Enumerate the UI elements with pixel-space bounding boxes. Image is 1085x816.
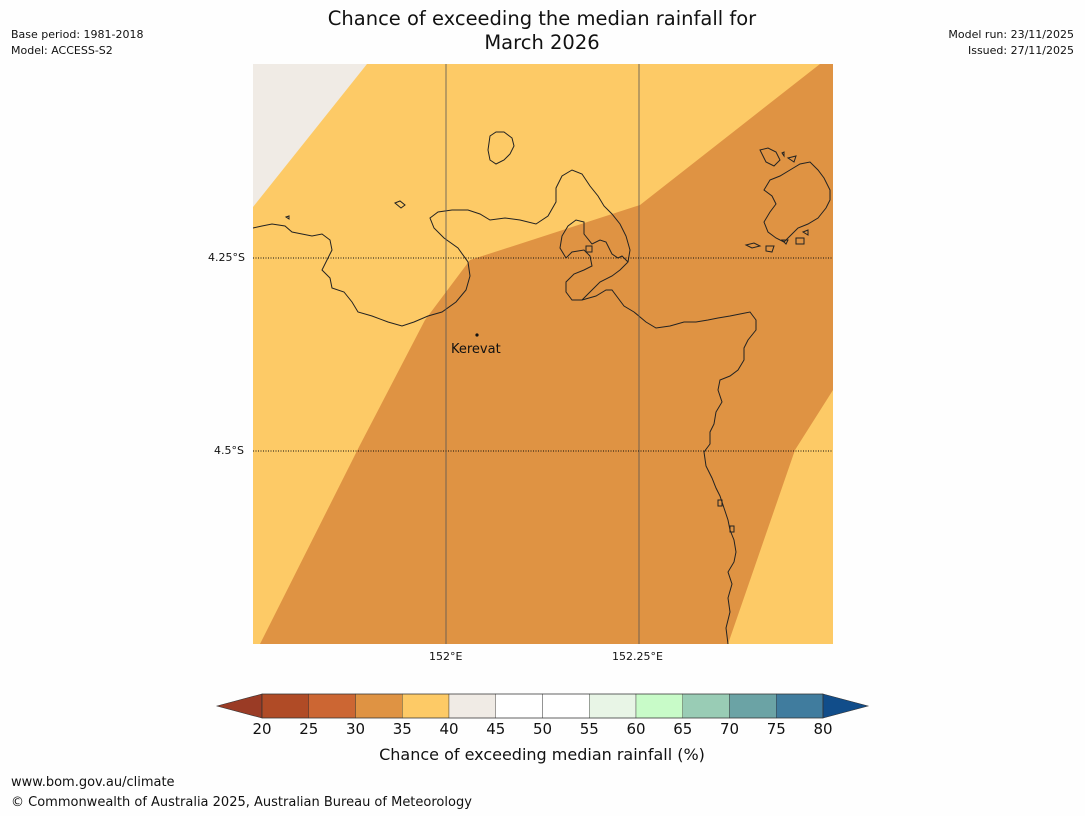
lon-label-152: 152°E xyxy=(429,650,463,663)
colorbar-segment xyxy=(261,693,309,719)
colorbar-tick-label: 35 xyxy=(392,720,412,738)
band-30-35 xyxy=(260,64,833,644)
coastline xyxy=(253,131,831,644)
colorbar-segment xyxy=(495,693,543,719)
graticule xyxy=(253,64,833,644)
title-line-1: Chance of exceeding the median rainfall … xyxy=(327,7,757,30)
colorbar-tick-label: 80 xyxy=(813,720,833,738)
base-period: Base period: 1981-2018 xyxy=(11,28,144,41)
footer-url: www.bom.gov.au/climate xyxy=(11,775,175,790)
colorbar-tick-label: 75 xyxy=(766,720,786,738)
colorbar-segment xyxy=(308,693,356,719)
map-title: Chance of exceeding the median rainfall … xyxy=(292,7,792,55)
colorbar-tick-label: 70 xyxy=(719,720,740,738)
colorbar-segment xyxy=(589,693,637,719)
colorbar-segment xyxy=(729,693,777,719)
lat-label-4-5: 4.5°S xyxy=(214,444,244,457)
meta-left: Base period: 1981-2018 Model: ACCESS-S2 xyxy=(11,27,143,59)
colorbar-segments xyxy=(261,693,824,719)
title-line-2: March 2026 xyxy=(484,31,600,54)
colorbar-tick-label: 55 xyxy=(579,720,599,738)
colorbar xyxy=(215,693,870,719)
colorbar-ticks: 20 25 30 35 40 45 50 55 60 65 70 75 80 xyxy=(0,720,1085,740)
place-label-kerevat: Kerevat xyxy=(451,342,501,357)
meta-right: Model run: 23/11/2025 Issued: 27/11/2025 xyxy=(948,27,1074,59)
colorbar-tick-label: 50 xyxy=(532,720,553,738)
kerevat-marker xyxy=(475,333,479,337)
colorbar-segment xyxy=(542,693,590,719)
colorbar-tick-label: 25 xyxy=(299,720,319,738)
model-name: Model: ACCESS-S2 xyxy=(11,44,113,57)
colorbar-tick-label: 40 xyxy=(439,720,459,738)
colorbar-under-arrow xyxy=(215,693,263,719)
lat-label-4-25: 4.25°S xyxy=(208,251,245,264)
map-area xyxy=(253,64,833,644)
colorbar-frame xyxy=(261,693,824,719)
colorbar-segment xyxy=(682,693,730,719)
band-40-45 xyxy=(253,64,367,207)
colorbar-segment xyxy=(448,693,496,719)
colorbar-tick-label: 65 xyxy=(673,720,693,738)
issued-date: Issued: 27/11/2025 xyxy=(967,44,1074,57)
colorbar-over-arrow xyxy=(822,693,870,719)
colorbar-segment xyxy=(355,693,403,719)
colorbar-segment xyxy=(635,693,683,719)
colorbar-label: Chance of exceeding median rainfall (%) xyxy=(379,745,705,764)
model-run: Model run: 23/11/2025 xyxy=(948,28,1074,41)
colorbar-tick-label: 60 xyxy=(626,720,646,738)
colorbar-tick-label: 45 xyxy=(486,720,506,738)
footer-copyright: © Commonwealth of Australia 2025, Austra… xyxy=(11,795,472,810)
colorbar-tick-label: 20 xyxy=(252,720,272,738)
colorbar-tick-label: 30 xyxy=(345,720,366,738)
lon-label-152-25: 152.25°E xyxy=(612,650,663,663)
colorbar-segment xyxy=(776,693,824,719)
colorbar-segment xyxy=(402,693,450,719)
